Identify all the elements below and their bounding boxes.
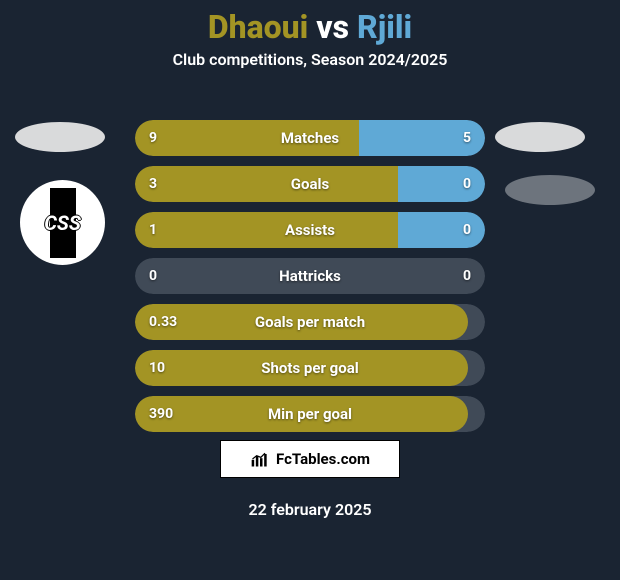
title-vs: vs: [316, 8, 349, 46]
title-player1: Dhaoui: [208, 8, 308, 46]
stat-label: Hattricks: [279, 267, 341, 285]
stat-value-right: 0: [463, 176, 471, 192]
decorative-ellipse-right-1: [495, 122, 585, 152]
stat-value-left: 390: [149, 406, 173, 422]
stat-value-left: 0.33: [149, 314, 177, 330]
stat-value-left: 9: [149, 130, 157, 146]
stat-fill-right: [398, 212, 486, 248]
stat-row: Min per goal 390: [135, 396, 485, 432]
stat-value-left: 0: [149, 268, 157, 284]
stat-value-left: 1: [149, 222, 157, 238]
footer-date: 22 february 2025: [248, 500, 371, 519]
stat-label: Matches: [281, 129, 339, 147]
stat-row: Goals 3 0: [135, 166, 485, 202]
stat-row: Hattricks 0 0: [135, 258, 485, 294]
title-player2: Rjili: [357, 8, 412, 46]
stat-fill-left: [135, 166, 398, 202]
stat-label: Min per goal: [268, 405, 352, 423]
stat-value-left: 10: [149, 360, 165, 376]
stat-value-right: 5: [463, 130, 471, 146]
stat-label: Goals: [291, 175, 329, 193]
decorative-ellipse-right-2: [505, 175, 595, 205]
decorative-ellipse-left: [15, 122, 105, 152]
chart-icon: [250, 451, 270, 467]
stat-value-right: 0: [463, 268, 471, 284]
stat-row: Goals per match 0.33: [135, 304, 485, 340]
stat-label: Assists: [285, 221, 335, 239]
stat-value-right: 0: [463, 222, 471, 238]
stats-container: Matches95Goals30Assists10Hattricks00Goal…: [135, 120, 485, 442]
brand-badge: FcTables.com: [220, 440, 400, 478]
stat-fill-right: [398, 166, 486, 202]
stat-label: Shots per goal: [261, 359, 358, 377]
club-logo: CSS: [20, 180, 105, 265]
stat-value-left: 3: [149, 176, 157, 192]
stat-row: Shots per goal 10: [135, 350, 485, 386]
stat-label: Goals per match: [255, 313, 365, 331]
club-logo-text: CSS: [44, 211, 81, 235]
page-title: Dhaoui vs Rjili: [0, 0, 620, 46]
subtitle: Club competitions, Season 2024/2025: [0, 50, 620, 69]
stat-row: Matches 9 5: [135, 120, 485, 156]
stat-row: Assists 1 0: [135, 212, 485, 248]
stat-fill-left: [135, 212, 398, 248]
club-logo-inner: CSS: [44, 211, 81, 235]
brand-text: FcTables.com: [276, 450, 370, 468]
